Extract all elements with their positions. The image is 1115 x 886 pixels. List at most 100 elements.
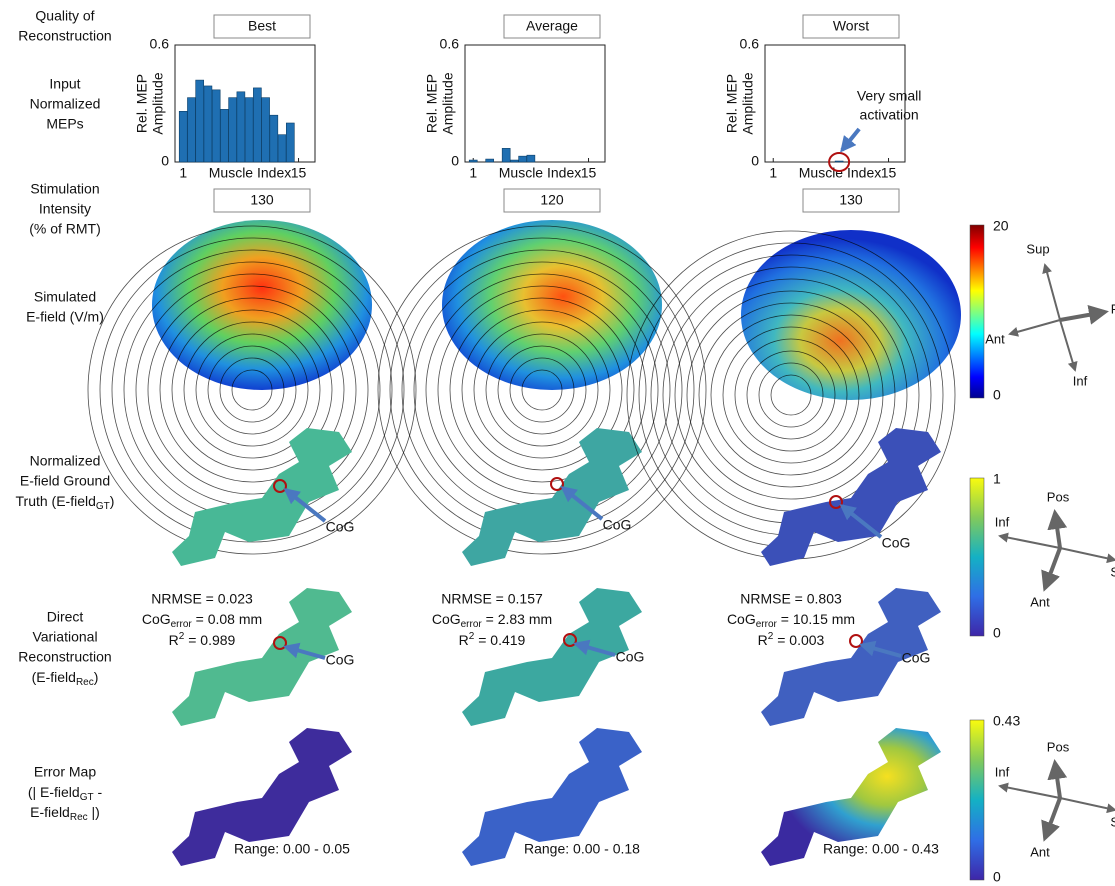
- x-axis-label: Muscle Index: [209, 165, 291, 181]
- cog-error-label: CoGerror = 0.08 mm: [142, 611, 262, 630]
- y-tick-label: 0: [161, 153, 169, 169]
- x-axis-label: Muscle Index: [499, 165, 581, 181]
- cog-label: CoG: [326, 652, 355, 668]
- intensity-label: 120: [540, 192, 564, 208]
- bar: [469, 160, 477, 162]
- text-part: R: [459, 632, 469, 648]
- cog-label: CoG: [902, 650, 931, 666]
- axis-arrow: [1060, 312, 1105, 320]
- bar: [179, 111, 187, 162]
- subscript: Rec: [70, 812, 88, 823]
- colorbar-tick: 0: [993, 869, 1001, 885]
- cog-label: CoG: [882, 535, 911, 551]
- row-label: Input: [49, 76, 80, 92]
- text-part: = 2.83 mm: [482, 611, 552, 627]
- quality-label: Worst: [833, 18, 869, 34]
- text-part: -: [94, 784, 103, 800]
- colorbar-tick: 20: [993, 218, 1009, 234]
- axis-arrow: [1055, 763, 1060, 798]
- cortex-map: [462, 428, 642, 566]
- row-label: Normalized: [30, 453, 101, 469]
- orientation-label: Sup: [1110, 814, 1115, 829]
- orientation-label: Ant: [1030, 844, 1050, 859]
- x-tick-label: 1: [469, 165, 477, 181]
- row-label: Reconstruction: [18, 28, 111, 44]
- y-tick-label: 0.6: [740, 36, 760, 52]
- text-part: = 0.003: [773, 632, 824, 648]
- row-label: E-field (V/m): [26, 309, 104, 325]
- axis-arrow: [1010, 320, 1060, 334]
- annotation: activation: [860, 107, 919, 123]
- axis-arrow: [1045, 265, 1060, 320]
- text-part: R: [169, 632, 179, 648]
- cog-error-label: CoGerror = 2.83 mm: [432, 611, 552, 630]
- text-part: R: [758, 632, 768, 648]
- row-label: (E-fieldRec): [32, 669, 99, 688]
- text-part: = 10.15 mm: [777, 611, 855, 627]
- orientation-label: Pos: [1111, 301, 1115, 316]
- cog-error-label: CoGerror = 10.15 mm: [727, 611, 855, 630]
- y-tick-label: 0: [451, 153, 459, 169]
- r2-label: R2 = 0.003: [758, 631, 825, 648]
- bar: [245, 98, 253, 162]
- bar: [262, 98, 270, 162]
- row-label: Variational: [32, 629, 97, 645]
- orientation-label: Ant: [985, 331, 1005, 346]
- bar: [502, 148, 510, 162]
- plot-frame: [465, 45, 605, 162]
- orientation-label: Sup: [1110, 564, 1115, 579]
- text-part: (E-field: [32, 669, 76, 685]
- axis-arrow: [1060, 320, 1075, 370]
- intensity-label: 130: [250, 192, 274, 208]
- row-label: Stimulation: [30, 181, 99, 197]
- row-label: Quality of: [35, 8, 94, 24]
- text-part: ): [110, 493, 115, 509]
- text-part: CoG: [727, 611, 756, 627]
- y-axis-label: Rel. MEP: [724, 74, 740, 133]
- orientation-label: Inf: [1073, 373, 1088, 388]
- annotation: Very small: [857, 88, 922, 104]
- y-axis-label: Rel. MEP: [134, 74, 150, 133]
- x-tick-label: 15: [291, 165, 307, 181]
- bar: [486, 159, 494, 162]
- axis-arrow: [1000, 536, 1060, 548]
- y-axis-label: Amplitude: [740, 72, 756, 134]
- bar: [286, 123, 294, 162]
- row-label: E-field Ground: [20, 473, 110, 489]
- text-part: CoG: [142, 611, 171, 627]
- row-label: Error Map: [34, 764, 96, 780]
- quality-label: Average: [526, 18, 578, 34]
- text-part: |): [88, 804, 100, 820]
- text-part: Truth (E-field: [16, 493, 96, 509]
- y-tick-label: 0.6: [150, 36, 170, 52]
- text-part: = 0.989: [184, 632, 235, 648]
- subscript: error: [756, 619, 778, 630]
- nrmse-label: NRMSE = 0.157: [441, 591, 543, 607]
- cortex-map: [761, 428, 941, 566]
- bar: [527, 155, 535, 162]
- nrmse-label: NRMSE = 0.803: [740, 591, 842, 607]
- colorbar-tick: 0: [993, 387, 1001, 403]
- row-label: Intensity: [39, 201, 91, 217]
- text-part: ): [94, 669, 99, 685]
- bar: [278, 135, 286, 162]
- axis-arrow: [1060, 548, 1115, 560]
- orientation-label: Pos: [1047, 739, 1070, 754]
- x-tick-label: 1: [769, 165, 777, 181]
- colorbar: [970, 478, 984, 636]
- axis-arrow: [1045, 798, 1060, 838]
- cog-label: CoG: [616, 649, 645, 665]
- brain: [152, 220, 372, 390]
- y-axis-label: Amplitude: [150, 72, 166, 134]
- x-tick-label: 1: [179, 165, 187, 181]
- row-label: E-fieldRec |): [30, 804, 100, 823]
- text-part: CoG: [432, 611, 461, 627]
- orientation-label: Ant: [1030, 594, 1050, 609]
- row-label: Normalized: [30, 96, 101, 112]
- bar: [510, 160, 518, 162]
- colorbar: [970, 720, 984, 880]
- brain: [442, 220, 662, 390]
- axis-arrow: [1060, 798, 1115, 810]
- row-label: (| E-fieldGT -: [28, 784, 103, 803]
- subscript: error: [461, 619, 483, 630]
